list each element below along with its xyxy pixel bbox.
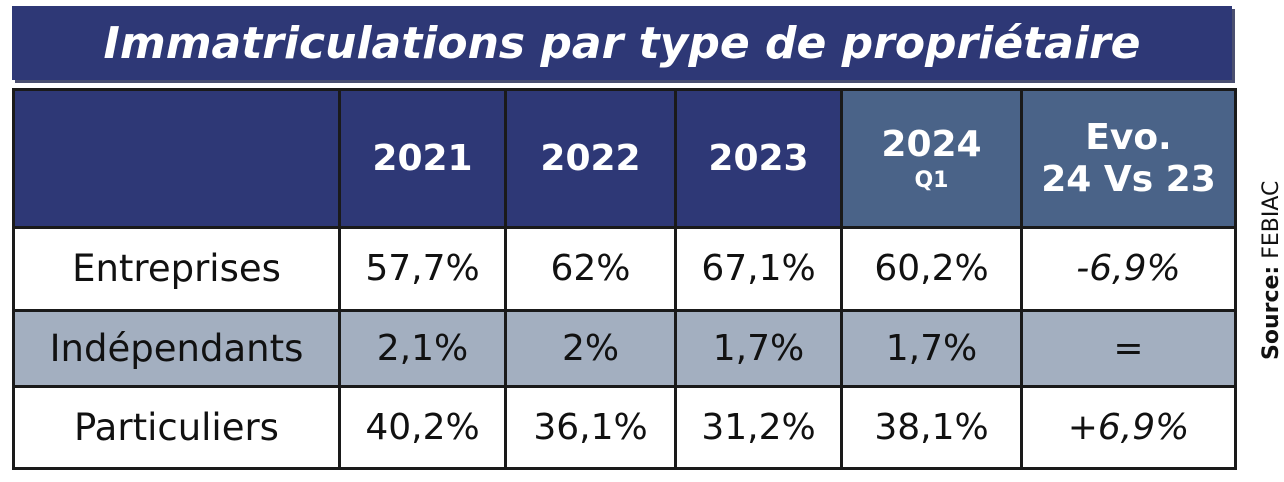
row-label: Indépendants <box>12 308 341 388</box>
table-cell: 62% <box>504 226 677 312</box>
table-cell: 60,2% <box>840 226 1023 312</box>
column-header: 2022 <box>504 87 677 230</box>
source-label: Source: <box>1259 265 1284 360</box>
source-note: Source: FEBIAC <box>1259 181 1284 360</box>
column-header: 2023 <box>674 87 843 230</box>
column-header: 2024 Q1 <box>840 87 1023 230</box>
column-header: 2021 <box>338 87 507 230</box>
table-cell: 1,7% <box>674 308 843 388</box>
table-row: Entreprises 57,7% 62% 67,1% 60,2% -6,9% <box>12 226 1237 312</box>
row-label: Particuliers <box>12 384 341 471</box>
table-cell: 2,1% <box>338 308 507 388</box>
evolution-cell: +6,9% <box>1020 384 1237 471</box>
data-table: 2021 2022 2023 2024 Q1 Evo. 24 Vs 23 Ent… <box>12 87 1237 471</box>
table-cell: 2% <box>504 308 677 388</box>
column-header: Evo. 24 Vs 23 <box>1020 87 1237 230</box>
table-row: Particuliers 40,2% 36,1% 31,2% 38,1% +6,… <box>12 384 1237 471</box>
table-title: Immatriculations par type de propriétair… <box>12 6 1232 80</box>
table-cell: 31,2% <box>674 384 843 471</box>
evolution-cell: = <box>1020 308 1237 388</box>
table-cell: 1,7% <box>840 308 1023 388</box>
table-cell: 57,7% <box>338 226 507 312</box>
table-cell: 67,1% <box>674 226 843 312</box>
table-cell: 40,2% <box>338 384 507 471</box>
table-row: Indépendants 2,1% 2% 1,7% 1,7% = <box>12 308 1237 388</box>
table-cell: 38,1% <box>840 384 1023 471</box>
header-row: 2021 2022 2023 2024 Q1 Evo. 24 Vs 23 <box>12 87 1237 230</box>
evolution-cell: -6,9% <box>1020 226 1237 312</box>
corner-cell <box>12 87 341 230</box>
source-name: FEBIAC <box>1259 180 1284 259</box>
row-label: Entreprises <box>12 226 341 312</box>
table-cell: 36,1% <box>504 384 677 471</box>
